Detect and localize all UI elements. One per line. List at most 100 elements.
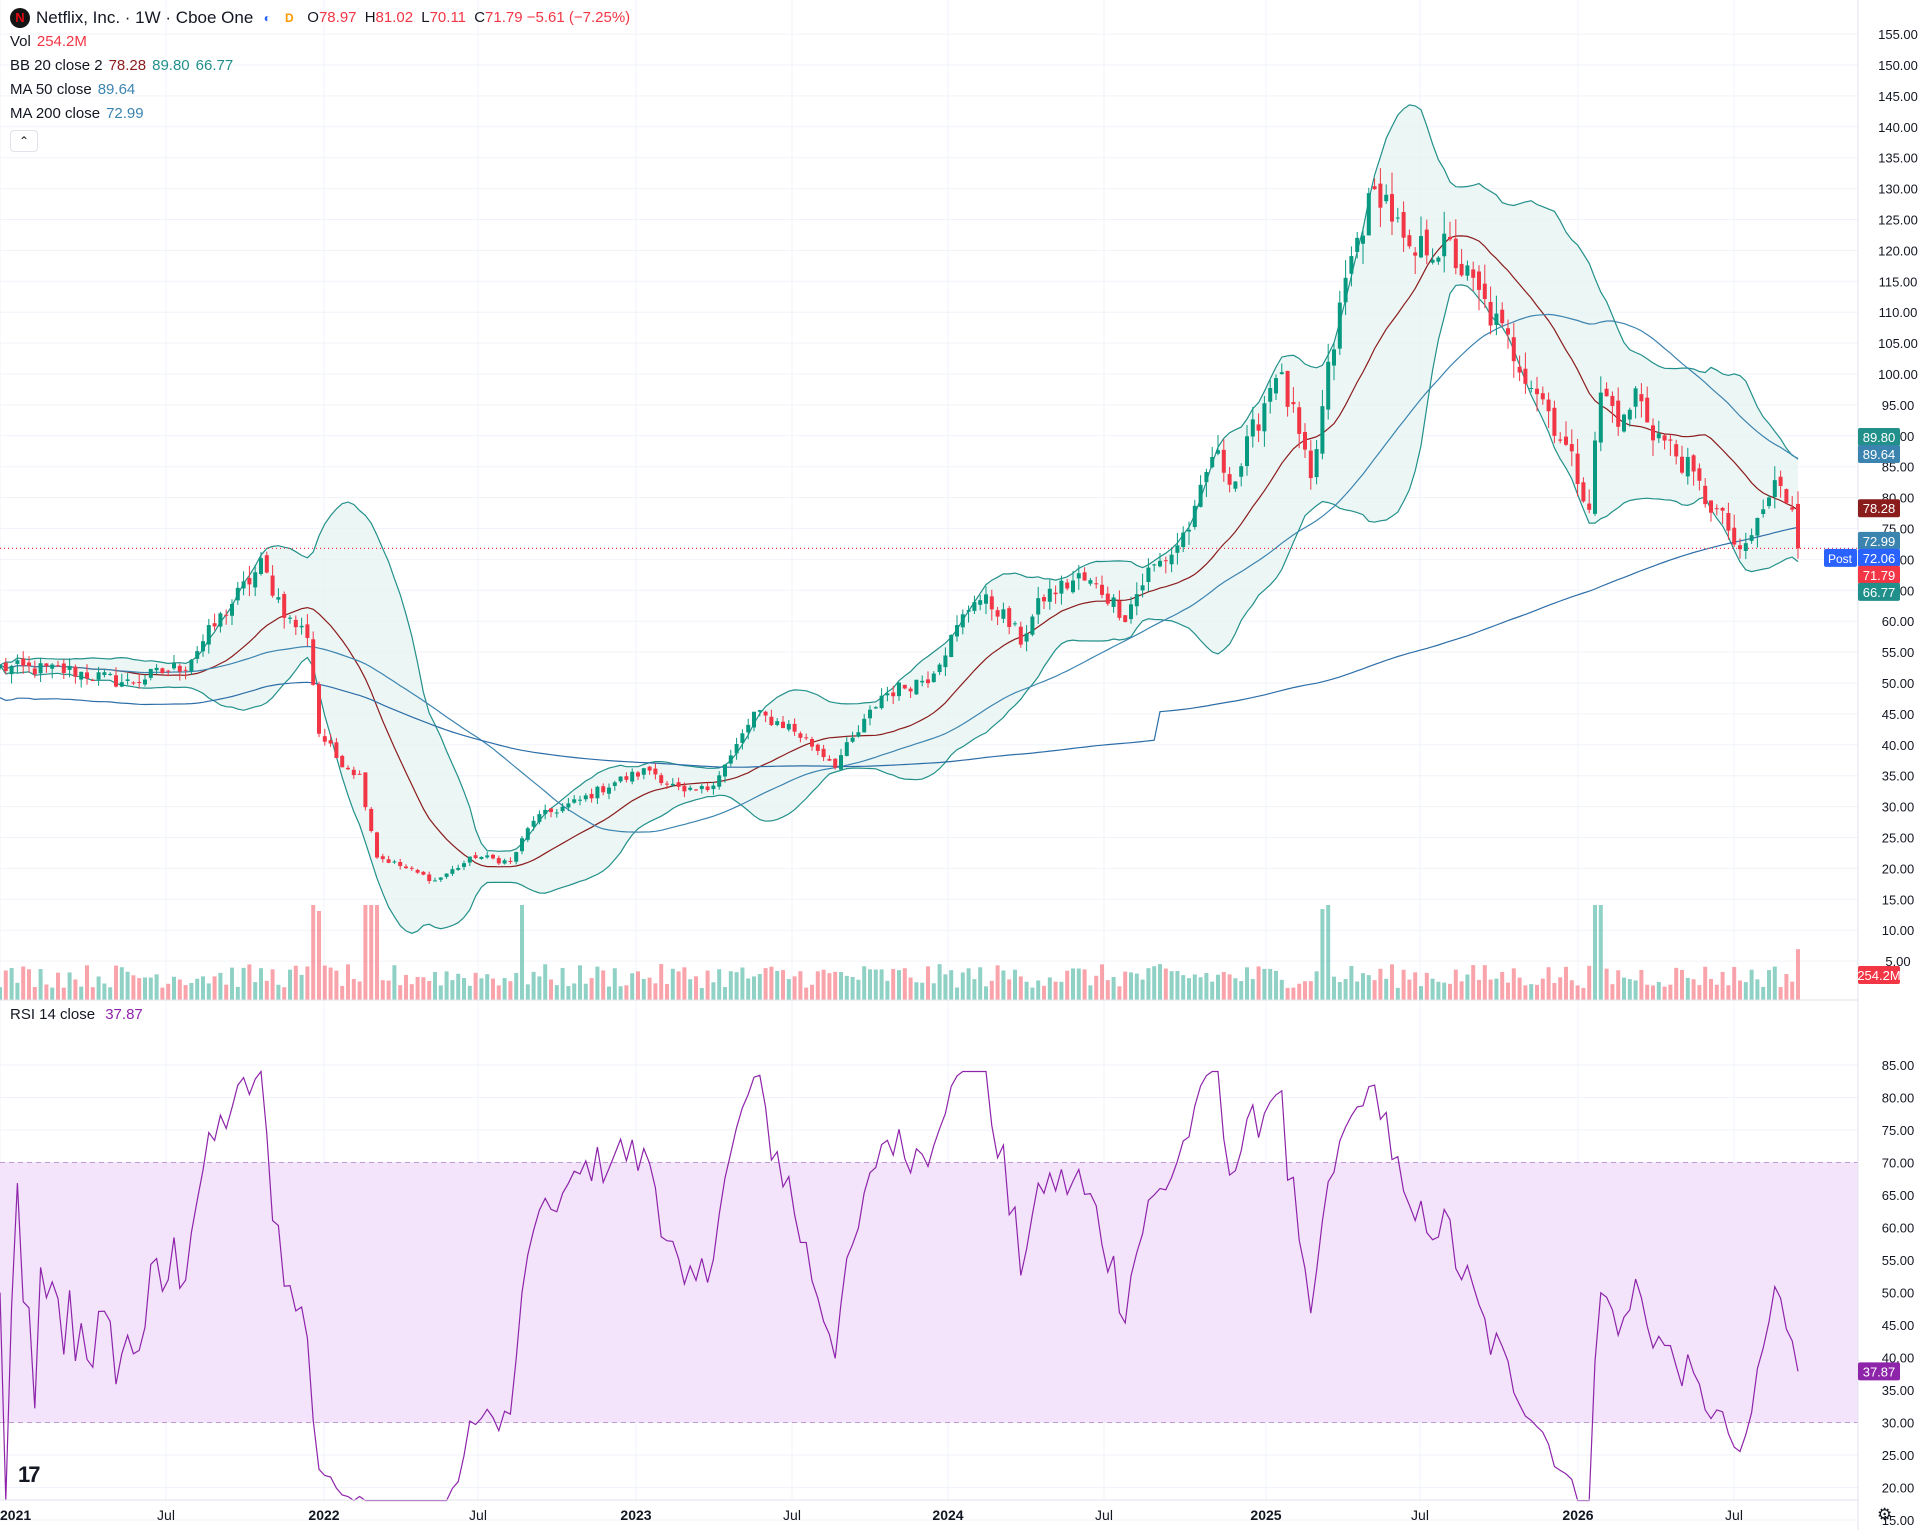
open-value: 78.97 [318, 9, 357, 26]
bb-mid-value: 78.28 [108, 57, 147, 74]
time-tick-label: Jul [1725, 1507, 1743, 1523]
volume-bar [746, 978, 751, 1000]
tradingview-logo-icon[interactable]: 17 [18, 1462, 41, 1487]
ma50-legend[interactable]: MA 50 close 89.64 [10, 78, 630, 102]
volume-bar [1796, 949, 1800, 1000]
candle-body [1517, 366, 1522, 373]
volume-bar [1581, 987, 1586, 1000]
volume-bar [369, 905, 374, 1000]
volume-bar [1390, 964, 1394, 1000]
rsi-value: 37.87 [105, 1006, 143, 1023]
price-badge-bg [1858, 582, 1900, 601]
volume-bar [247, 964, 252, 1000]
candle-body [288, 617, 292, 619]
volume-bar [1239, 981, 1244, 1000]
volume-bar [1610, 984, 1615, 1000]
candle-body [392, 861, 397, 863]
volume-bar [1163, 968, 1168, 1000]
candle-body [757, 710, 762, 712]
price-tick-label: 85.00 [1882, 460, 1915, 475]
volume-bar [1047, 977, 1052, 1000]
candle-body [386, 859, 391, 863]
volume-bar [549, 979, 553, 1000]
volume-bar [1320, 909, 1325, 1000]
volume-bar [1511, 968, 1516, 1000]
symbol-row[interactable]: N Netflix, Inc. · 1W · Cboe One ◐ D O78.… [10, 6, 630, 30]
candle-body [1796, 503, 1800, 549]
volume-bar [9, 968, 14, 1000]
candle-body [897, 682, 901, 697]
volume-bar [444, 971, 449, 1000]
candle-body [1755, 517, 1760, 536]
candle-body [1633, 388, 1638, 407]
volume-bar [79, 986, 84, 1000]
candle-body [467, 856, 472, 863]
candle-body [1146, 567, 1151, 583]
symbol-title[interactable]: Netflix, Inc. · 1W · Cboe One [36, 8, 254, 27]
volume-bar [328, 967, 333, 1000]
price-badge-bg [1858, 499, 1900, 518]
indicator-lines [0, 104, 1858, 934]
volume-bar [1187, 978, 1191, 1000]
candle-body [1163, 560, 1168, 562]
candle-body [1535, 388, 1539, 395]
candle-body [195, 651, 200, 659]
price-tick-label: 145.00 [1878, 89, 1918, 104]
candle-body [1320, 406, 1325, 454]
volume-bar [32, 986, 37, 1000]
delayed-data-icon[interactable]: D [284, 11, 294, 25]
candle-body [1042, 597, 1046, 602]
chevron-up-icon[interactable]: ⌃ [10, 130, 38, 152]
volume-bar [908, 977, 913, 1000]
volume-bar [1198, 977, 1203, 1000]
moon-icon[interactable]: ◐ [263, 11, 271, 25]
volume-bar [15, 982, 20, 1000]
candle-body [612, 782, 617, 786]
candle-body [1419, 236, 1423, 258]
rsi-label: RSI 14 close [10, 1006, 96, 1023]
volume-bar [1500, 971, 1505, 1000]
volume-bars [0, 905, 1800, 1000]
volume-bar [1720, 971, 1725, 1000]
rsi-band-fill [0, 1162, 1858, 1423]
rsi-legend[interactable]: RSI 14 close 37.87 [10, 1006, 143, 1023]
volume-bar [166, 983, 171, 1000]
candle-body [1384, 194, 1389, 202]
candle-body [1233, 481, 1238, 489]
volume-bar [960, 972, 965, 1000]
volume-bar [143, 977, 147, 1000]
rsi-tick-label: 35.00 [1882, 1383, 1915, 1398]
bb-legend[interactable]: BB 20 close 2 78.28 89.80 66.77 [10, 54, 630, 78]
volume-bar [850, 976, 855, 1000]
volume-bar [902, 968, 907, 1000]
high-value: 81.02 [375, 9, 414, 26]
candle-body [746, 724, 751, 733]
volume-bar [1535, 984, 1539, 1000]
time-tick-label: 2026 [1562, 1507, 1593, 1523]
candle-body [1465, 265, 1470, 276]
candle-body [473, 855, 478, 859]
candle-body [1332, 349, 1336, 366]
candle-body [891, 692, 896, 697]
candle-body [1349, 256, 1354, 274]
candle-body [108, 673, 113, 675]
candle-body [3, 662, 8, 671]
volume-bar [1784, 974, 1789, 1000]
candle-body [850, 737, 855, 742]
candle-body [781, 721, 785, 729]
ma200-legend[interactable]: MA 200 close 72.99 [10, 102, 630, 126]
time-tick-label: Jul [157, 1507, 175, 1523]
volume-bar [601, 970, 606, 1000]
candle-body [647, 766, 652, 771]
rsi-tick-label: 70.00 [1882, 1156, 1915, 1171]
volume-bar [827, 973, 832, 1000]
volume-legend[interactable]: Vol 254.2M [10, 30, 630, 54]
volume-bar [891, 969, 896, 1000]
gear-icon[interactable]: ⚙ [1877, 1505, 1893, 1524]
volume-bar [717, 969, 722, 1000]
volume-bar [595, 966, 600, 1000]
volume-bar [670, 968, 675, 1000]
candle-body [1790, 507, 1795, 510]
candle-body [885, 693, 890, 696]
